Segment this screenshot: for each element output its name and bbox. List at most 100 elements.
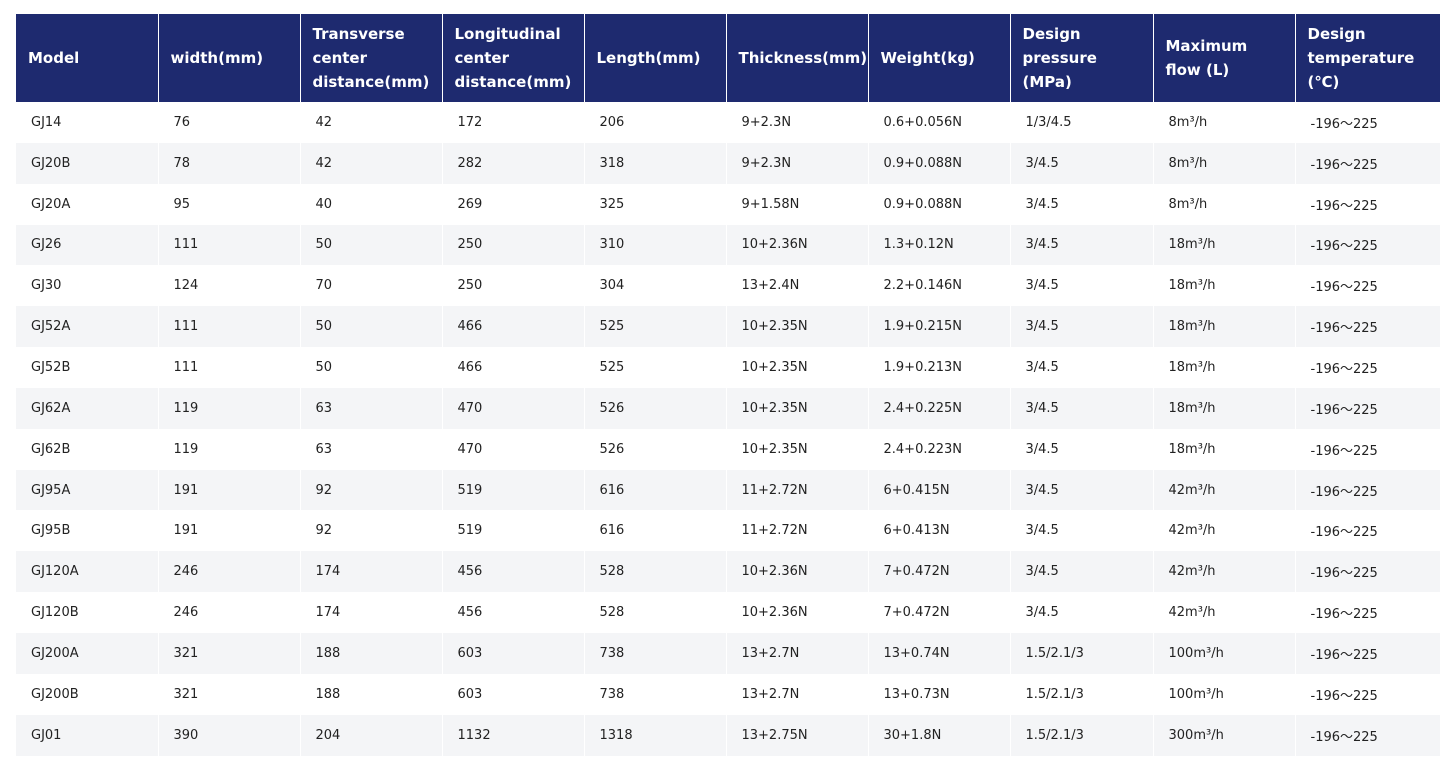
cell-pressure: 3/4.5 — [1010, 347, 1154, 388]
cell-pressure: 3/4.5 — [1010, 469, 1154, 511]
cell-longitudinal: 519 — [442, 510, 585, 552]
table-row: GJ20B 78 42 282 318 9+2.3N 0.9+0.088N 3/4.5 8m³/… — [16, 142, 1440, 184]
cell-pressure: 1.5/2.1/3 — [1010, 673, 1154, 715]
table-row: GJ20A 95 40 269 325 9+1.58N 0.9+0.088N 3/4.5 8m³… — [16, 183, 1440, 225]
table-row: GJ95B 191 92 519 616 11+2.72N 6+0.413N 3/4.5 42m… — [16, 510, 1440, 552]
cell-transverse: 92 — [300, 469, 443, 511]
cell-transverse: 63 — [300, 387, 443, 429]
cell-longitudinal: 282 — [442, 142, 585, 184]
cell-weight: 6+0.413N — [868, 510, 1011, 552]
cell-flow: 100m³/h — [1153, 673, 1296, 715]
cell-transverse: 42 — [300, 102, 443, 143]
cell-model: GJ200A — [16, 632, 159, 674]
cell-pressure: 1/3/4.5 — [1010, 102, 1154, 143]
cell-transverse: 42 — [300, 142, 443, 184]
column-header-width: width(mm) — [158, 14, 301, 102]
table-row: GJ52B 111 50 466 525 10+2.35N 1.9+0.213N 3/4.5 1… — [16, 347, 1440, 388]
cell-transverse: 204 — [300, 714, 443, 756]
cell-weight: 2.4+0.223N — [868, 428, 1011, 470]
cell-model: GJ120B — [16, 592, 159, 633]
cell-length: 526 — [584, 428, 727, 470]
cell-flow: 8m³/h — [1153, 142, 1296, 184]
table-row: GJ62B 119 63 470 526 10+2.35N 2.4+0.223N 3/4.5 1… — [16, 428, 1440, 470]
cell-temperature: -196～225 — [1295, 469, 1440, 511]
cell-thickness: 10+2.36N — [726, 551, 869, 593]
cell-width: 111 — [158, 347, 301, 388]
cell-thickness: 9+2.3N — [726, 102, 869, 143]
cell-length: 525 — [584, 306, 727, 348]
cell-width: 321 — [158, 673, 301, 715]
cell-width: 95 — [158, 183, 301, 225]
cell-transverse: 188 — [300, 632, 443, 674]
cell-model: GJ52A — [16, 306, 159, 348]
cell-flow: 300m³/h — [1153, 714, 1296, 756]
cell-temperature: -196～225 — [1295, 183, 1440, 225]
cell-temperature: -196～225 — [1295, 510, 1440, 552]
cell-temperature: -196～225 — [1295, 306, 1440, 348]
cell-length: 528 — [584, 592, 727, 633]
cell-length: 528 — [584, 551, 727, 593]
cell-thickness: 9+2.3N — [726, 142, 869, 184]
cell-pressure: 3/4.5 — [1010, 183, 1154, 225]
cell-width: 246 — [158, 551, 301, 593]
cell-temperature: -196～225 — [1295, 592, 1440, 633]
cell-weight: 6+0.415N — [868, 469, 1011, 511]
cell-width: 111 — [158, 306, 301, 348]
cell-width: 246 — [158, 592, 301, 633]
cell-flow: 42m³/h — [1153, 551, 1296, 593]
cell-thickness: 13+2.7N — [726, 632, 869, 674]
cell-flow: 42m³/h — [1153, 469, 1296, 511]
cell-model: GJ20A — [16, 183, 159, 225]
cell-weight: 1.3+0.12N — [868, 224, 1011, 266]
cell-longitudinal: 470 — [442, 428, 585, 470]
cell-flow: 8m³/h — [1153, 183, 1296, 225]
cell-length: 738 — [584, 632, 727, 674]
cell-width: 124 — [158, 265, 301, 307]
cell-temperature: -196～225 — [1295, 265, 1440, 307]
cell-weight: 13+0.74N — [868, 632, 1011, 674]
cell-flow: 42m³/h — [1153, 510, 1296, 552]
cell-model: GJ30 — [16, 265, 159, 307]
cell-width: 390 — [158, 714, 301, 756]
table-row: GJ26 111 50 250 310 10+2.36N 1.3+0.12N 3/4.5 18m… — [16, 224, 1440, 266]
cell-model: GJ120A — [16, 551, 159, 593]
cell-temperature: -196～225 — [1295, 224, 1440, 266]
cell-transverse: 50 — [300, 347, 443, 388]
cell-length: 738 — [584, 673, 727, 715]
cell-weight: 1.9+0.213N — [868, 347, 1011, 388]
table-row: GJ52A 111 50 466 525 10+2.35N 1.9+0.215N 3/4.5 1… — [16, 306, 1440, 348]
cell-pressure: 3/4.5 — [1010, 592, 1154, 633]
cell-temperature: -196～225 — [1295, 428, 1440, 470]
cell-length: 526 — [584, 387, 727, 429]
cell-width: 119 — [158, 387, 301, 429]
cell-thickness: 10+2.35N — [726, 387, 869, 429]
cell-thickness: 10+2.35N — [726, 306, 869, 348]
cell-longitudinal: 250 — [442, 224, 585, 266]
cell-model: GJ26 — [16, 224, 159, 266]
cell-weight: 7+0.472N — [868, 551, 1011, 593]
cell-width: 191 — [158, 510, 301, 552]
cell-thickness: 13+2.75N — [726, 714, 869, 756]
column-header-longitudinal-center-distance: Longitudinal center distance(mm) — [442, 14, 585, 102]
cell-temperature: -196～225 — [1295, 387, 1440, 429]
column-header-thickness: Thickness(mm) — [726, 14, 869, 102]
cell-thickness: 13+2.7N — [726, 673, 869, 715]
cell-pressure: 3/4.5 — [1010, 224, 1154, 266]
cell-pressure: 3/4.5 — [1010, 510, 1154, 552]
table-row: GJ14 76 42 172 206 9+2.3N 0.6+0.056N 1/3/4.5 8m³… — [16, 102, 1440, 143]
cell-longitudinal: 466 — [442, 306, 585, 348]
cell-flow: 18m³/h — [1153, 265, 1296, 307]
cell-weight: 30+1.8N — [868, 714, 1011, 756]
cell-flow: 8m³/h — [1153, 102, 1296, 143]
cell-flow: 18m³/h — [1153, 387, 1296, 429]
cell-longitudinal: 519 — [442, 469, 585, 511]
cell-transverse: 40 — [300, 183, 443, 225]
table-row: GJ200B 321 188 603 738 13+2.7N 13+0.73N 1.5/2.1… — [16, 673, 1440, 715]
cell-model: GJ14 — [16, 102, 159, 143]
column-header-design-pressure: Design pressure (MPa) — [1010, 14, 1154, 102]
cell-longitudinal: 603 — [442, 632, 585, 674]
cell-longitudinal: 250 — [442, 265, 585, 307]
cell-longitudinal: 172 — [442, 102, 585, 143]
cell-pressure: 3/4.5 — [1010, 387, 1154, 429]
cell-width: 321 — [158, 632, 301, 674]
